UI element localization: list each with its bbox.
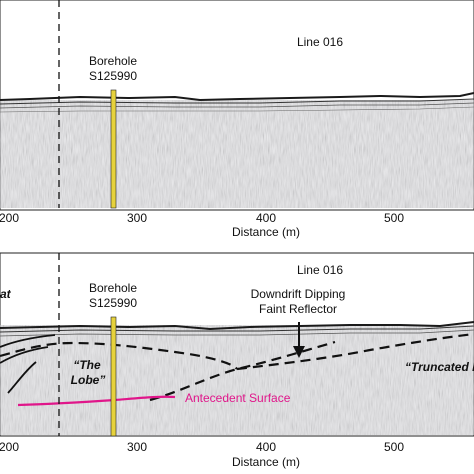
bottom-borehole-label-1: Borehole [89, 281, 137, 295]
left-steep-reflector [7, 361, 37, 394]
bottom-xlabel: Distance (m) [232, 455, 300, 469]
lobe-label-2: Lobe” [71, 373, 106, 387]
bottom-borehole-label-2: S125990 [89, 296, 137, 310]
bottom-side-text: at [0, 287, 12, 301]
top-panel: Borehole S125990 Line 016 200 300 400 50… [0, 0, 474, 239]
upper-left-reflector-2 [0, 346, 49, 364]
bottom-panel: Borehole S125990 Line 016 at Downdrift D… [0, 252, 474, 469]
truncated-reflector [236, 332, 474, 371]
bottom-borehole-bar [110, 316, 117, 437]
top-borehole-label-1: Borehole [89, 54, 137, 68]
top-xlabel: Distance (m) [232, 225, 300, 239]
bottom-tick-200: 200 [0, 440, 19, 454]
reflector-label-1: Downdrift Dipping [251, 287, 346, 301]
bottom-ground-surface [0, 321, 474, 331]
lobe-label-1: “The [73, 358, 101, 372]
top-tick-300: 300 [127, 211, 147, 225]
bottom-tick-500: 500 [384, 440, 404, 454]
lobe-base [149, 340, 336, 402]
bottom-tick-300: 300 [127, 440, 147, 454]
interpretation-lines [0, 322, 474, 402]
upper-left-reflector-1 [0, 334, 56, 348]
top-borehole-label-2: S125990 [89, 69, 137, 83]
truncated-label: “Truncated E [405, 360, 474, 374]
reflector-label-2: Faint Reflector [259, 302, 337, 316]
lobe-outline [0, 341, 238, 370]
antecedent-label: Antecedent Surface [185, 391, 291, 405]
top-line-label: Line 016 [297, 35, 343, 49]
top-tick-500: 500 [384, 211, 404, 225]
top-borehole-bar [110, 89, 117, 209]
bottom-x-axis: 200 300 400 500 Distance (m) [0, 440, 404, 469]
top-tick-400: 400 [256, 211, 276, 225]
bottom-tick-400: 400 [256, 440, 276, 454]
bottom-line-label: Line 016 [297, 263, 343, 277]
top-tick-200: 200 [0, 211, 19, 225]
top-radargram [0, 92, 474, 208]
top-ground-surface [0, 92, 474, 102]
bottom-radargram [0, 321, 474, 435]
reflector-arrow-head [293, 346, 305, 358]
top-x-axis: 200 300 400 500 Distance (m) [0, 211, 404, 239]
